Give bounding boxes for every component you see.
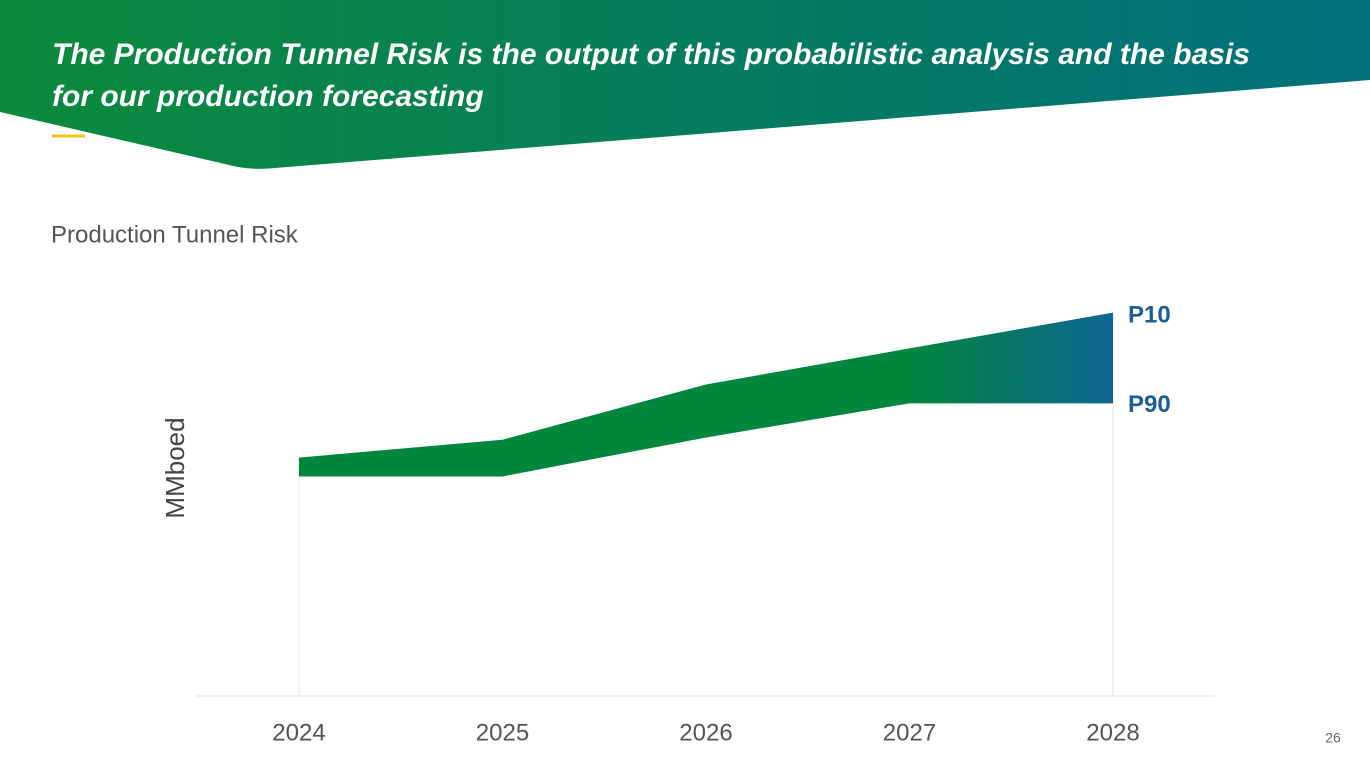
band-edge [299, 402, 1113, 477]
chart-title: Production Tunnel Risk [51, 221, 299, 248]
page-number: 26 [1325, 730, 1341, 746]
x-tick-label: 2025 [476, 719, 529, 746]
header-band [0, 0, 1370, 169]
risk-band [299, 313, 1113, 476]
slide-title: The Production Tunnel Risk is the output… [52, 38, 1250, 71]
y-axis-label: MMboed [160, 417, 190, 518]
slide-title: for our production forecasting [52, 80, 484, 113]
plot: 2024 2025 2026 2027 2028 P10 P90 [196, 301, 1215, 746]
series-label: P10 [1128, 301, 1171, 328]
x-tick-label: 2028 [1086, 719, 1139, 746]
x-tick-label: 2027 [883, 719, 936, 746]
band-edge [298, 312, 1114, 459]
series-label: P90 [1128, 391, 1171, 418]
x-tick-label: 2026 [679, 719, 732, 746]
x-tick-label: 2024 [272, 719, 325, 746]
